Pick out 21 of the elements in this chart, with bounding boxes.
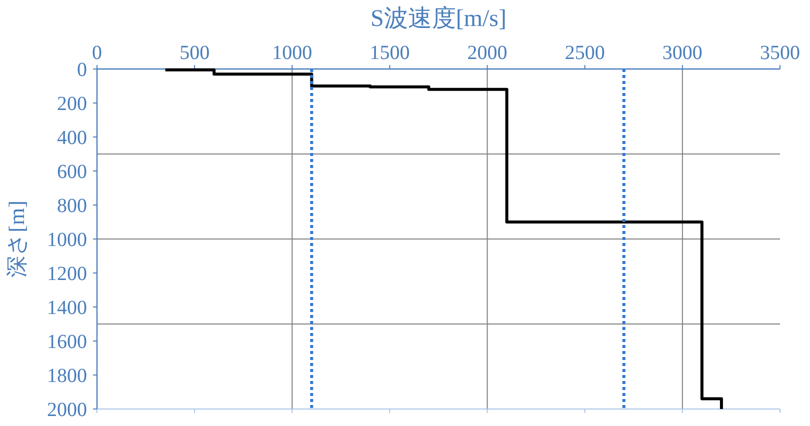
x-tick-label: 500 [180,42,210,64]
y-tick-label: 1600 [47,331,87,353]
y-tick-label: 0 [77,59,87,81]
y-tick-label: 800 [57,195,87,217]
y-axis-title: 深さ[m] [4,200,29,278]
y-tick-label: 1000 [47,229,87,251]
y-tick-label: 1200 [47,263,87,285]
x-axis-title: S波速度[m/s] [370,5,507,32]
y-tick-label: 1400 [47,297,87,319]
x-tick-label: 1000 [272,42,312,64]
y-tick-label: 2000 [47,399,87,421]
x-tick-label: 3000 [662,42,702,64]
y-tick-label: 600 [57,161,87,183]
y-tick-label: 1800 [47,365,87,387]
x-tick-label: 2000 [467,42,508,64]
x-tick-label: 0 [92,42,102,64]
x-tick-label: 2500 [564,42,605,64]
x-tick-label: 3500 [760,42,800,64]
y-tick-label: 400 [57,127,87,149]
y-tick-label: 200 [57,93,87,115]
x-tick-label: 1500 [370,42,410,64]
